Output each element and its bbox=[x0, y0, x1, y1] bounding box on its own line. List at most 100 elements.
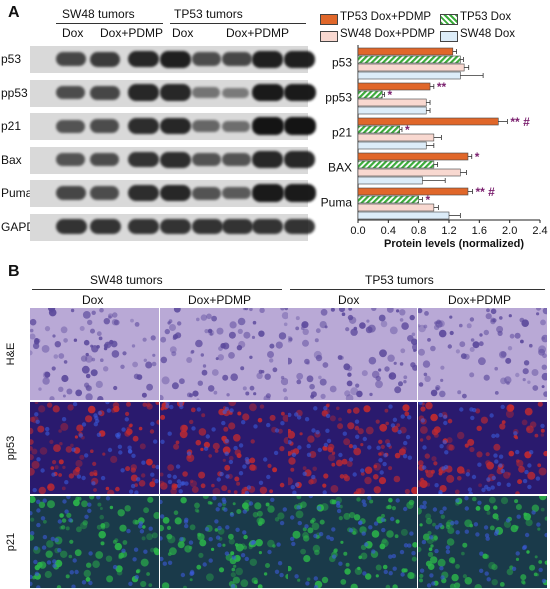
x-tick-label: 2.4 bbox=[532, 225, 547, 237]
ihc-image bbox=[418, 402, 547, 494]
blot-band bbox=[222, 153, 251, 166]
blot-band bbox=[90, 218, 121, 235]
legend-label: TP53 Dox bbox=[460, 11, 512, 23]
category-label: BAX bbox=[328, 161, 352, 175]
blot-band bbox=[222, 87, 250, 98]
significance-annotation: * bbox=[405, 123, 410, 137]
blot-band bbox=[222, 52, 252, 66]
bar bbox=[357, 55, 461, 64]
ihc-image bbox=[288, 308, 417, 400]
ihc-image bbox=[160, 402, 289, 494]
ihc-cond-tp53-dox: Dox bbox=[338, 293, 360, 307]
blot-band bbox=[252, 218, 283, 235]
blot-band bbox=[160, 184, 192, 202]
ihc-group-tp53-line bbox=[290, 289, 545, 290]
ihc-group-sw48-line bbox=[32, 289, 282, 290]
blot-band bbox=[192, 218, 223, 235]
blot-band bbox=[222, 120, 250, 132]
ihc-image bbox=[30, 496, 159, 588]
ihc-row-label: p21 bbox=[5, 532, 17, 552]
legend-swatch bbox=[440, 31, 458, 42]
significance-annotation: * bbox=[475, 150, 480, 164]
legend-label: SW48 Dox+PDMP bbox=[340, 28, 435, 40]
ihc-row-label: H&E bbox=[5, 342, 17, 366]
blot-band bbox=[222, 218, 253, 235]
bar bbox=[357, 82, 431, 91]
blot-band bbox=[284, 151, 316, 168]
significance-annotation: * bbox=[425, 193, 430, 207]
bar bbox=[357, 152, 469, 161]
blot-row-label-p53: p53 bbox=[1, 52, 22, 66]
blot-row-label-bax: Bax bbox=[1, 152, 22, 167]
x-tick-label: 1.6 bbox=[472, 225, 487, 237]
blot-band bbox=[284, 83, 316, 102]
category-label: pp53 bbox=[325, 91, 352, 105]
blot-band bbox=[160, 50, 192, 68]
bar-chart: 0.0 0.4 0.8 1.2 1.6 2.0 2.4 Protein levels (nor… bbox=[321, 45, 548, 250]
x-tick-label: 0.8 bbox=[411, 225, 426, 237]
ihc-cond-tp53-doxpdmp: Dox+PDMP bbox=[448, 293, 512, 307]
legend-label: SW48 Dox bbox=[460, 28, 515, 40]
blot-row-label-puma: Puma bbox=[1, 186, 33, 200]
legend-swatch bbox=[320, 14, 338, 25]
legend-label: TP53 Dox+PDMP bbox=[340, 11, 432, 23]
bar bbox=[357, 125, 401, 134]
category-label: p21 bbox=[332, 126, 352, 140]
ihc-image bbox=[160, 496, 289, 588]
ihc-image bbox=[288, 496, 417, 588]
ihc-row-label: pp53 bbox=[5, 435, 17, 461]
significance-annotation: ** # bbox=[510, 115, 530, 129]
ihc-image bbox=[30, 402, 159, 494]
blot-band bbox=[128, 50, 160, 68]
panel-b-label: B bbox=[8, 263, 20, 280]
blot-group-tp53-line bbox=[170, 23, 306, 24]
panel-a-label: A bbox=[8, 4, 20, 21]
blot-band bbox=[192, 52, 222, 66]
blot-row-label-pp53: pp53 bbox=[1, 85, 28, 100]
blot-cond-sw48-dox: Dox bbox=[62, 26, 84, 40]
blot-group-sw48-label: SW48 tumors bbox=[62, 7, 135, 21]
ihc-image bbox=[288, 402, 417, 494]
blot-band bbox=[284, 218, 315, 235]
significance-annotation: ** # bbox=[476, 185, 496, 199]
blot-band bbox=[90, 119, 120, 133]
blot-band bbox=[284, 50, 316, 68]
blot-strip-p21 bbox=[30, 113, 316, 140]
blot-cond-sw48-doxpdmp: Dox+PDMP bbox=[100, 26, 164, 40]
blot-band bbox=[90, 51, 121, 67]
bar bbox=[357, 203, 435, 212]
blot-band bbox=[56, 153, 85, 166]
bar bbox=[357, 160, 435, 169]
blot-band bbox=[192, 186, 221, 200]
ihc-image bbox=[418, 308, 547, 400]
ihc-group-tp53-label: TP53 tumors bbox=[365, 273, 434, 287]
blot-band bbox=[128, 151, 159, 168]
blot-band bbox=[56, 52, 86, 66]
category-label: Puma bbox=[321, 196, 353, 210]
x-tick-label: 1.2 bbox=[441, 225, 456, 237]
bar bbox=[357, 47, 454, 56]
blot-band bbox=[90, 85, 120, 100]
blot-band bbox=[252, 184, 284, 202]
ihc-image bbox=[418, 496, 547, 588]
blot-band bbox=[192, 120, 221, 132]
blot-band bbox=[252, 50, 284, 68]
blot-band bbox=[90, 152, 120, 167]
blot-row-label-p21: p21 bbox=[1, 119, 22, 133]
blot-band bbox=[222, 186, 251, 200]
category-label: p53 bbox=[332, 56, 352, 70]
x-tick-label: 0.0 bbox=[350, 225, 365, 237]
significance-annotation: ** bbox=[437, 80, 447, 94]
blot-band bbox=[252, 83, 284, 102]
bar bbox=[357, 141, 427, 150]
blot-band bbox=[160, 151, 191, 168]
x-tick-label: 2.0 bbox=[502, 225, 517, 237]
ihc-image bbox=[160, 308, 289, 400]
bar bbox=[357, 63, 465, 72]
bar bbox=[357, 195, 419, 204]
blot-band bbox=[56, 85, 86, 100]
blot-band bbox=[252, 117, 284, 135]
blot-band bbox=[160, 218, 191, 235]
blot-strip-gapdh bbox=[30, 213, 315, 241]
